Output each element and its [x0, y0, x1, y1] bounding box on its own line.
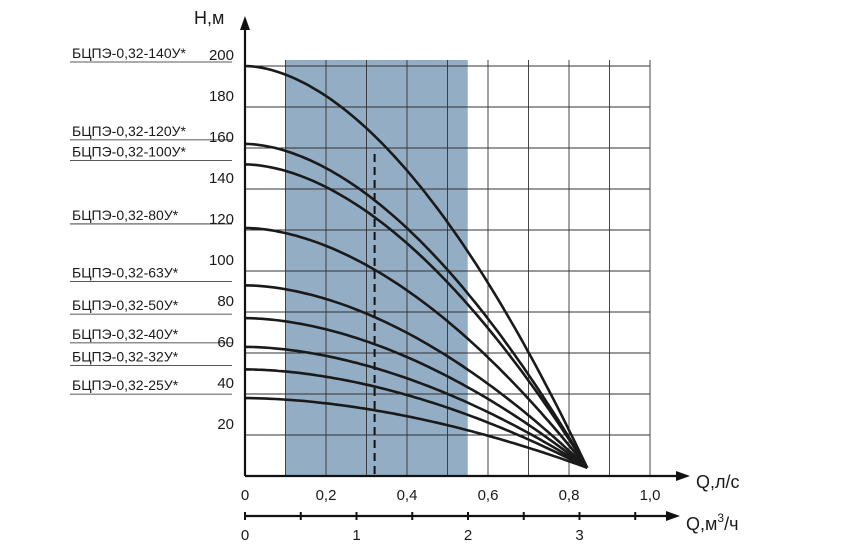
- pump-model-label: БЦПЭ-0,32-140У*: [72, 45, 186, 61]
- head-curve: [245, 396, 588, 470]
- axes: [240, 16, 690, 481]
- y-axis-arrow: [240, 16, 250, 30]
- pump-model-label: БЦПЭ-0,32-120У*: [72, 123, 186, 139]
- y-tick-label: 100: [209, 252, 234, 269]
- head-curves: [244, 64, 589, 470]
- pump-model-label: БЦПЭ-0,32-80У*: [72, 207, 179, 223]
- y-tick-label: 140: [209, 170, 234, 187]
- head-curve: [244, 163, 589, 469]
- working-zone: [285, 60, 468, 476]
- grid: [245, 60, 651, 476]
- x2-tick-label: 3: [575, 527, 583, 544]
- x-tick-label: 0,8: [559, 487, 580, 504]
- y-tick-label: 160: [209, 129, 234, 146]
- y-tick-label: 40: [217, 375, 234, 392]
- pump-model-label: БЦПЭ-0,32-32У*: [72, 348, 179, 364]
- x-tick-labels: 0 0,2 0,4 0,6 0,8 1,0: [241, 487, 661, 504]
- y-tick-label: 20: [217, 416, 234, 433]
- head-curve: [244, 316, 589, 469]
- x2-axis-title-base: Q,м: [686, 514, 717, 534]
- head-curve: [245, 345, 588, 469]
- pump-model-label: БЦПЭ-0,32-63У*: [72, 264, 179, 280]
- pump-model-labels: БЦПЭ-0,32-140У* БЦПЭ-0,32-120У* БЦПЭ-0,32-…: [70, 45, 232, 395]
- x2-tick-label: 0: [241, 527, 249, 544]
- x2-axis-arrow: [666, 511, 680, 521]
- y-tick-label: 180: [209, 88, 234, 105]
- pump-model-label: БЦПЭ-0,32-100У*: [72, 143, 186, 159]
- x2-axis-title-tail: /ч: [724, 514, 738, 534]
- y-tick-label: 200: [209, 47, 234, 64]
- pump-model-label: БЦПЭ-0,32-40У*: [72, 326, 179, 342]
- x-axis-arrow: [676, 471, 690, 481]
- y-tick-label: 120: [209, 211, 234, 228]
- x-tick-label: 0,6: [478, 487, 499, 504]
- head-curve: [244, 142, 589, 469]
- y-axis-title: Н,м: [194, 8, 224, 28]
- pump-model-label: БЦПЭ-0,32-50У*: [72, 297, 179, 313]
- x-tick-label: 0,2: [316, 487, 337, 504]
- x2-axis-title: Q,м3/ч: [686, 511, 738, 534]
- head-curve: [245, 226, 589, 469]
- x-tick-label: 1,0: [640, 487, 661, 504]
- x2-axis-title-superscript: 3: [717, 511, 724, 525]
- x2-tick-label: 1: [352, 527, 360, 544]
- pump-model-label: БЦПЭ-0,32-25У*: [72, 377, 179, 393]
- y-tick-label: 80: [217, 293, 234, 310]
- head-curve: [245, 368, 588, 469]
- head-curve: [245, 284, 589, 469]
- x-tick-label: 0: [241, 487, 249, 504]
- x-tick-label: 0,4: [397, 487, 418, 504]
- x-axis-title: Q,л/с: [696, 472, 740, 492]
- x2-tick-label: 2: [464, 527, 472, 544]
- head-curve: [244, 64, 589, 469]
- secondary-x-axis: 0 1 2 3: [241, 511, 680, 544]
